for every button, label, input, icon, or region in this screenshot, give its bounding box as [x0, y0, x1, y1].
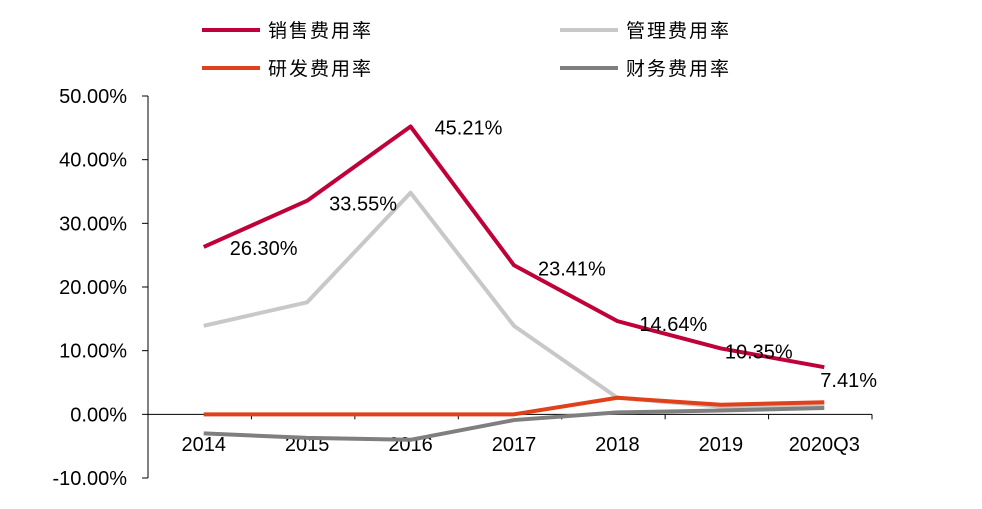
data-labels: 26.30% 33.55% 45.21% 23.41% 14.64% 10.35% 7.41… — [230, 117, 877, 392]
legend-label: 销售费用率 — [268, 20, 373, 42]
legend-label: 研发费用率 — [268, 58, 373, 80]
data-label: 7.41% — [820, 370, 877, 392]
x-tick-label: 2019 — [699, 434, 744, 456]
x-tick-label: 2014 — [181, 434, 226, 456]
y-tick-label: 40.00% — [59, 150, 127, 172]
y-tick-label: 10.00% — [59, 341, 127, 363]
legend-item: 财务费用率 — [560, 58, 731, 80]
data-label: 33.55% — [329, 194, 397, 216]
y-tick-label: 30.00% — [59, 213, 127, 235]
series-line-1 — [203, 190, 825, 409]
legend-label: 财务费用率 — [626, 58, 731, 80]
legend-item: 销售费用率 — [202, 20, 373, 42]
legend-item: 管理费用率 — [560, 20, 731, 42]
series-line-2 — [203, 395, 825, 417]
legend-label: 管理费用率 — [626, 20, 731, 42]
series-lines — [202, 124, 825, 442]
x-tick-label: 2018 — [595, 434, 640, 456]
data-label: 45.21% — [435, 117, 503, 139]
y-tick-label: 20.00% — [59, 277, 127, 299]
x-tick-label: 2020Q3 — [789, 434, 860, 456]
y-tick-label: -10.00% — [53, 468, 128, 490]
series-line-0 — [202, 124, 825, 370]
data-label: 14.64% — [639, 314, 707, 336]
data-label: 26.30% — [230, 238, 298, 260]
x-tick-label: 2017 — [492, 434, 537, 456]
data-label: 10.35% — [725, 341, 793, 363]
y-tick-label: 0.00% — [70, 404, 127, 426]
legend-item: 研发费用率 — [202, 58, 373, 80]
series-line-3 — [203, 405, 825, 442]
data-label: 23.41% — [538, 258, 606, 280]
axes: 50.00% 40.00% 30.00% 20.00% 10.00% 0.00% -10.0… — [53, 86, 873, 490]
y-tick-label: 50.00% — [59, 86, 127, 108]
